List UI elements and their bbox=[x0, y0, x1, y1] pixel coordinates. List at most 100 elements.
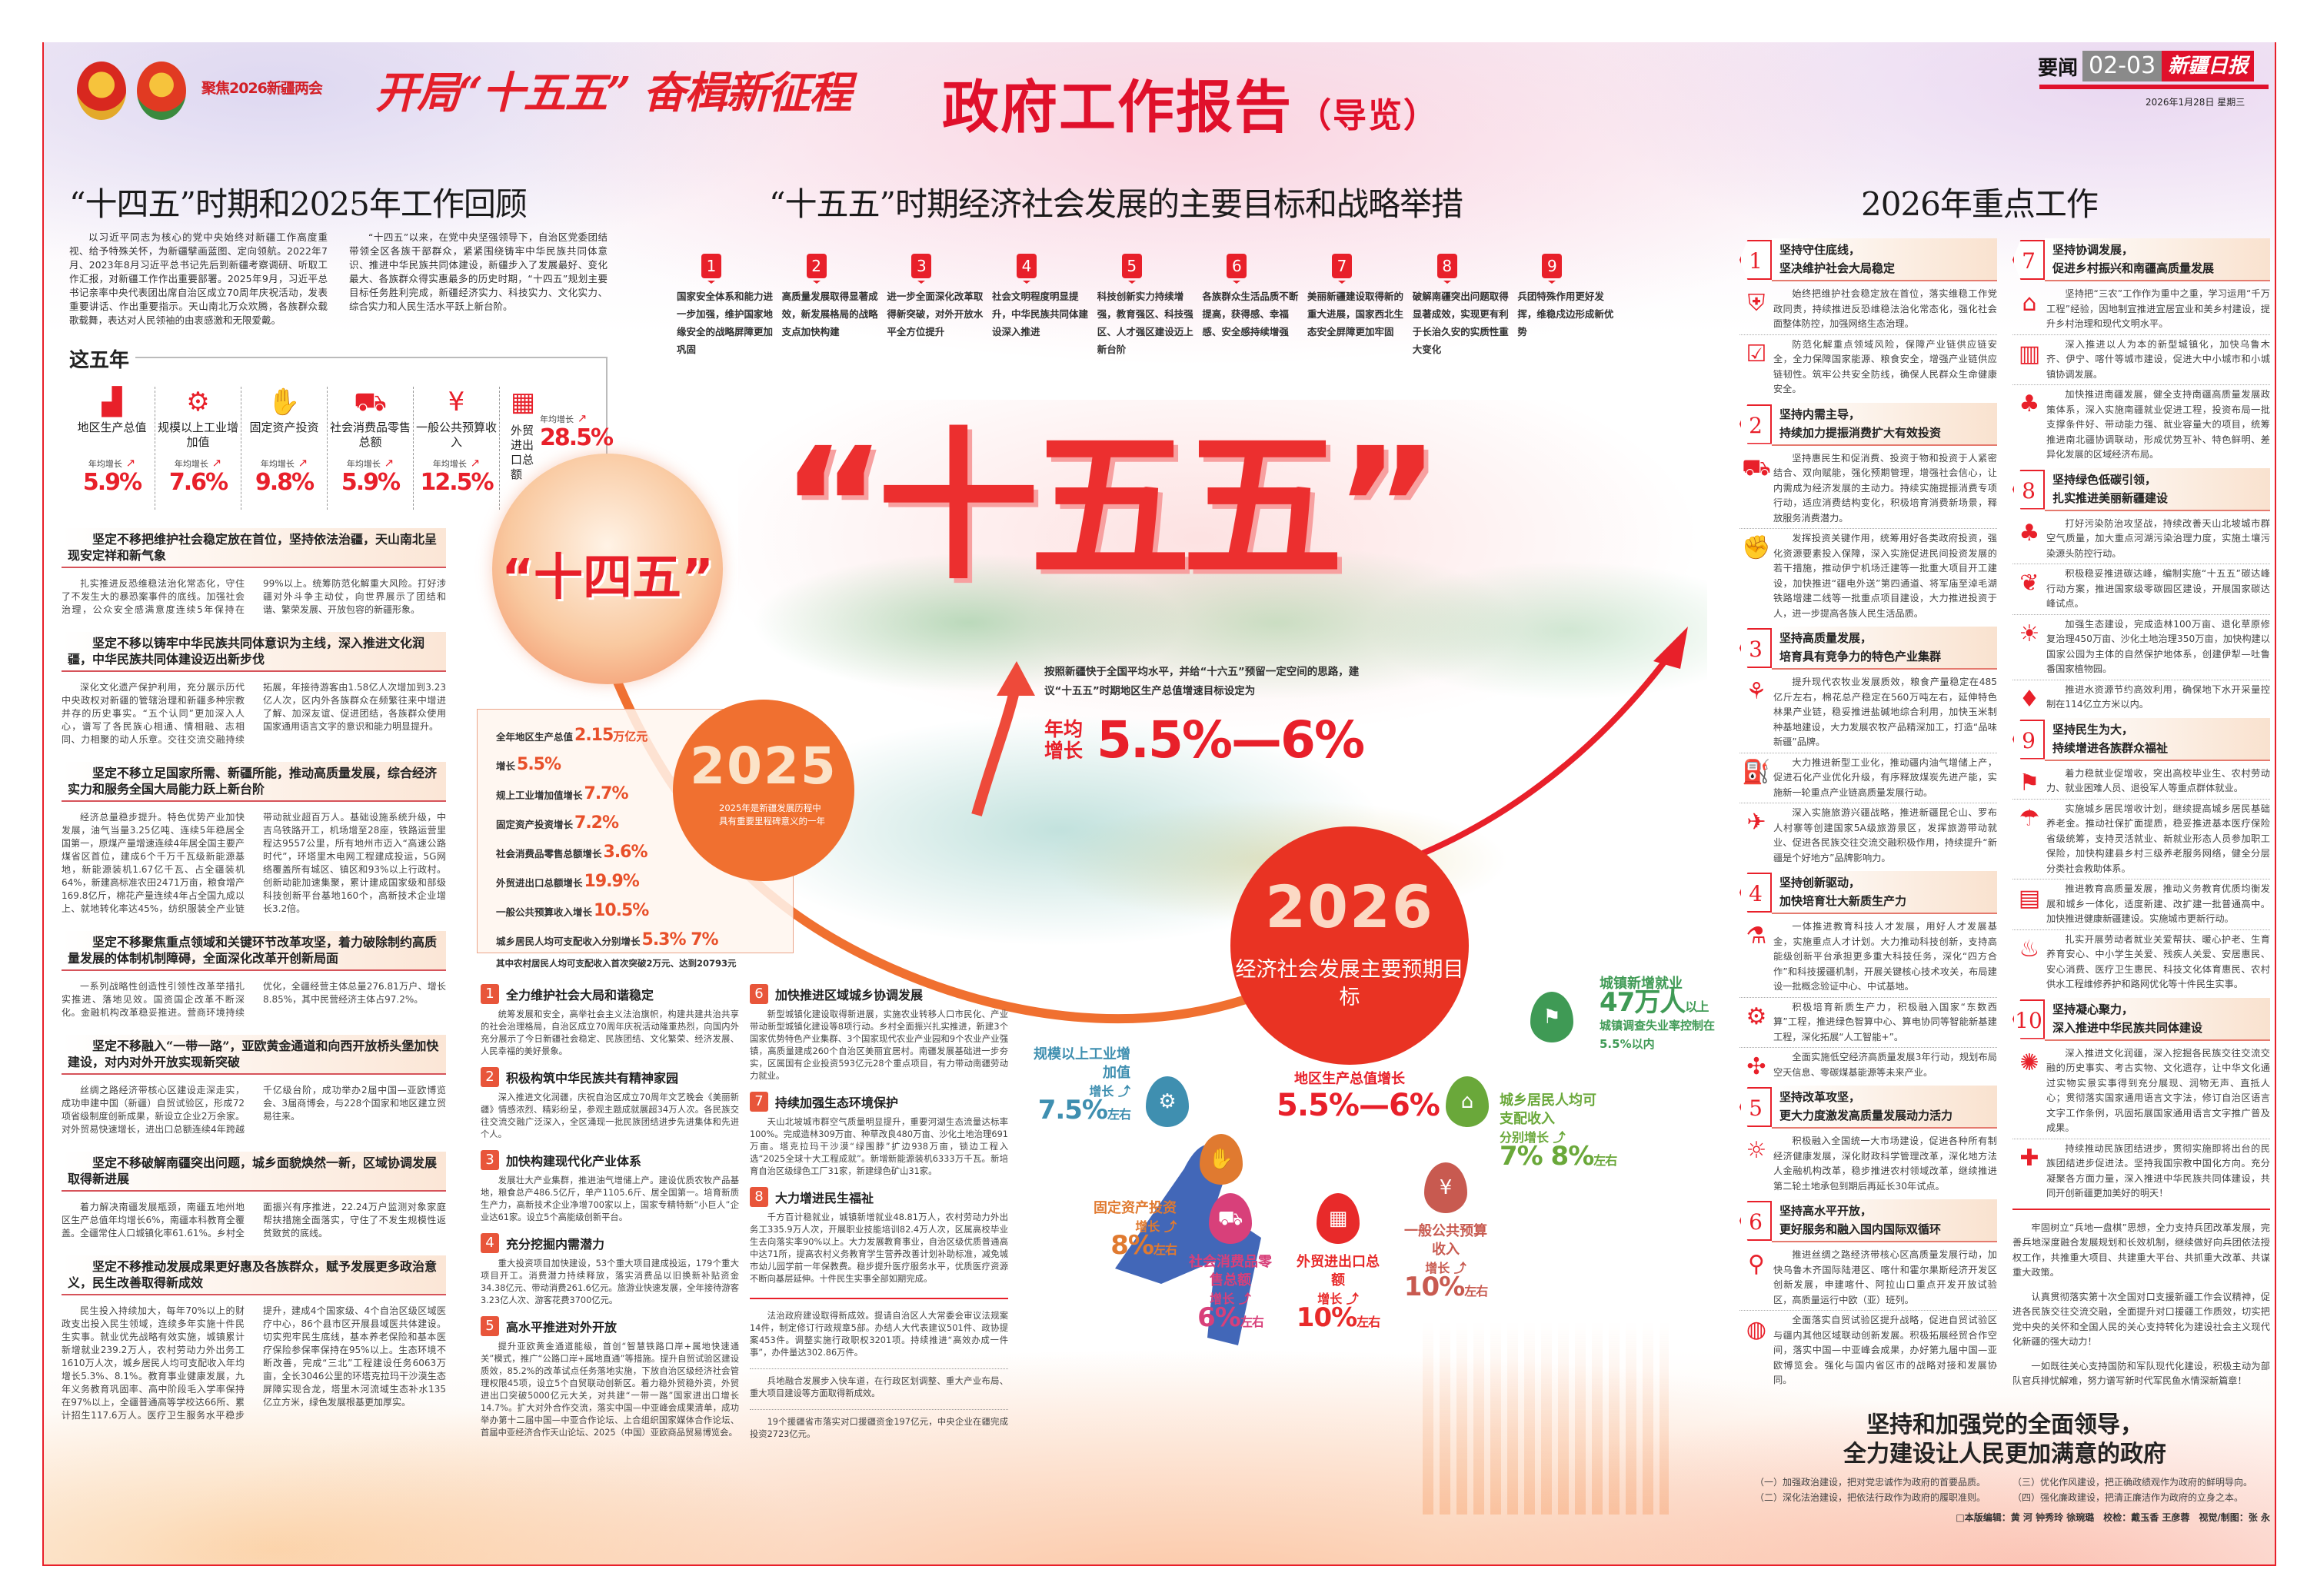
paragraph-text: 加强生态建设，完成造林100万亩、退化草原修复治理450万亩、沙化土地治理350… bbox=[2046, 618, 2270, 675]
target-item: 一般公共预算收入增长10%左右 bbox=[1400, 1222, 1492, 1301]
target-item: 外贸进出口总额增长10%左右 bbox=[1292, 1253, 1384, 1332]
stat-row: 一般公共预算收入增长10.5% bbox=[496, 897, 793, 926]
review-item: 8 大力增进民生福祉 千方百计稳就业，城镇新增就业48.81万人，农村劳动力外出务工… bbox=[750, 1187, 1008, 1285]
intro-paragraph: “十四五”以来，在党中央坚强领导下，自治区党委团结带领全区各族干部群众，紧紧围绕… bbox=[349, 231, 608, 312]
bingtuan-support-paragraph: 一如既往关心支持国防和军队现代化建设，积极主动为部队官兵排忧解难，努力谱写新时代… bbox=[2012, 1360, 2270, 1387]
value-number: 7% 8% bbox=[1500, 1141, 1594, 1172]
paragraph-text: 实施城乡居民增收计划，继续提高城乡居民基础养老金。推动社保扩面提质，稳妥推进基本… bbox=[2046, 803, 2270, 874]
trees-icon: ♣ bbox=[2019, 519, 2040, 547]
review-item-number: 1 bbox=[481, 984, 499, 1004]
paragraph-text: 推进水资源节约高效利用，确保地下水开采量控制在114亿立方米以内。 bbox=[2046, 683, 2270, 710]
left-sections: 坚定不移把维护社会稳定放在首位，坚持依法治疆，天山南北呈现安定祥和新气象 扎实推进… bbox=[62, 528, 446, 1438]
up-arrow bbox=[971, 687, 1020, 816]
value-suffix: 左右 bbox=[1357, 1315, 1380, 1329]
review-item-header: 4 充分挖掘内需潜力 bbox=[481, 1233, 739, 1253]
target-growth-label: 增长 bbox=[1077, 1218, 1177, 1236]
target-growth-label: 分别增长 bbox=[1500, 1129, 1607, 1147]
value-suffix: 左右 bbox=[1240, 1315, 1264, 1329]
paragraph-text: 坚持惠民生和促消费、投资于物和投资于人紧密结合、双向赋能，强化预期管理，增强社会… bbox=[1773, 452, 1997, 524]
title-line: 坚持民生为大， bbox=[2052, 722, 2134, 736]
target-value: 6%左右 bbox=[1184, 1305, 1277, 1332]
section-body: 民生投入持续加大，每年70%以上的财政支出投入民生领域，连续多年实施十件民生实事… bbox=[62, 1305, 446, 1421]
dancers-icon: ✺ bbox=[2019, 1049, 2039, 1076]
umbrella-family-icon: ☂ bbox=[2019, 804, 2040, 832]
stat-row: 增长5.5% bbox=[496, 751, 793, 780]
main-goals: 1 国家安全体系和能力进一步加强，维护国家地缘安全的战略屏障更加巩固 2 高质量发展取… bbox=[677, 254, 1623, 358]
key-work-header: 5 坚持改革攻坚， 更大力度激发高质量发展动力活力 bbox=[1739, 1086, 1997, 1129]
paragraph-text: 防范化解重点领域风险，保障产业链供应链安全，全力保障国家能源、粮食安全，增强产业… bbox=[1773, 338, 1997, 395]
key-work-number: 8 bbox=[2012, 469, 2045, 510]
goal-text: 科技创新实力持续增强，教育强区、科技强区、人才强区建设迈上新台阶 bbox=[1097, 291, 1193, 355]
target-name: 地区生产总值增长 bbox=[1294, 1071, 1405, 1087]
key-work-column-2: 7 坚持协调发展， 促进乡村振兴和南疆高质量发展 ⌂ 坚持把“三农”工作作为重中之重，学… bbox=[2012, 238, 2270, 1398]
target-growth-label: 增长 bbox=[1400, 1259, 1492, 1278]
divider bbox=[2012, 1208, 2270, 1210]
paragraph-text: 扎实开展劳动者就业关爱帮扶、暖心护老、生育养育安心、中小学生关爱、残疾人关爱、安… bbox=[2046, 933, 2270, 990]
key-work-header: 3 坚持高质量发展， 培育具有竞争力的特色产业集群 bbox=[1739, 627, 1997, 670]
paragraph-text: 一体推进教育科技人才发展，用好人才发展基金，实施重点人才计划。大力推动科技创新，… bbox=[1773, 921, 1997, 992]
key-work-title: 坚持高质量发展， 培育具有竞争力的特色产业集群 bbox=[1772, 627, 1997, 670]
review-item-title: 高水平推进对外开放 bbox=[506, 1320, 618, 1335]
key-work-item: 9 坚持民生为大， 持续增进各族群众福祉 ⚑ 着力稳就业促增收，突出高校毕业生、农村劳动… bbox=[2012, 717, 2270, 995]
target-growth-label: 增长 bbox=[1030, 1082, 1130, 1101]
goal-item: 1 国家安全体系和能力进一步加强，维护国家地缘安全的战略屏障更加巩固 bbox=[677, 254, 782, 358]
value-suffix: 以上 bbox=[1685, 999, 1709, 1014]
stat-growth: 年均增长28.5% bbox=[540, 407, 614, 451]
shopping-cart-icon: ⛟ bbox=[354, 387, 387, 417]
review-item-header: 6 加快推进区域城乡协调发展 bbox=[750, 984, 1008, 1004]
solar-forest-icon: ☀ bbox=[2019, 620, 2040, 647]
title-line: 坚持守住底线， bbox=[1779, 243, 1861, 257]
city-buildings-icon: ▥ bbox=[2018, 340, 2041, 367]
review-section: 坚定不移融入“一带一路”，亚欧黄金通道和向西开放桥头堡加快建设，对内对外开放实现… bbox=[62, 1035, 446, 1136]
title-line: 坚持内需主导， bbox=[1779, 407, 1861, 421]
target-value: 10%左右 bbox=[1400, 1274, 1492, 1301]
intro-paragraph: 以习近平同志为核心的党中央始终对新疆工作高度重视、给予特殊关怀，为新疆擘画蓝图、… bbox=[69, 231, 328, 326]
target-item: 地区生产总值增长 5.5%—6% bbox=[1277, 1070, 1440, 1121]
plan-growth-target: 按照新疆快于全国平均水平，并给“十六五”预留一定空间的思路，建议“十五五”时期地… bbox=[1044, 663, 1367, 770]
shopping-cart-icon: ⛟ bbox=[1742, 454, 1771, 481]
paragraph-text: 深入推进以人为本的新型城镇化，加快乌鲁木齐、伊宁、喀什等城市建设，促进大中小城市… bbox=[2046, 338, 2270, 380]
goal-item: 8 破解南疆突出问题取得显著成效，实现更有利于长治久安的实质性重大变化 bbox=[1413, 254, 1518, 358]
section-title: 坚定不移破解南疆突出问题，城乡面貌焕然一新，区域协调发展取得新进展 bbox=[62, 1152, 446, 1192]
paragraph-text: 推进教育高质量发展，推动义务教育优质均衡发展和城乡一体化，适度新建、改扩建一批普… bbox=[2046, 883, 2270, 924]
key-work-paragraph: ❦ 积极稳妥推进碳达峰，编制实施“十五五”碳达峰行动方案，推进国家级零碳园区建设，… bbox=[2012, 564, 2270, 615]
key-work-header: 2 坚持内需主导， 持续加力提振消费扩大有效投资 bbox=[1739, 402, 1997, 446]
key-work-paragraph: ✚ 持续推动民族团结进步，贯彻实施即将出台的民族团结进步促进法。坚持我国宗教中国化… bbox=[2012, 1139, 2270, 1204]
title-line: 加快培育壮大新质生产力 bbox=[1779, 894, 1907, 908]
key-work-paragraph: ⛽ 大力推进新型工业化，推动疆内油气增储上产，促进石化产业优化升级，有序释放煤炭先… bbox=[1739, 753, 1997, 803]
review-item-number: 7 bbox=[750, 1092, 768, 1112]
year-2026: 2026 bbox=[1265, 873, 1434, 941]
review-section: 坚定不移聚焦重点领域和关键环节改革攻坚，着力破除制约高质量发展的体制机制障碍，全… bbox=[62, 931, 446, 1019]
stat-value: 5.9% bbox=[341, 469, 401, 496]
intro-text: 以习近平同志为核心的党中央始终对新疆工作高度重视、给予特殊关怀，为新疆擘画蓝图、… bbox=[69, 231, 608, 328]
review-item-body: 发展壮大产业集群，推进油气增储上产。建设优质农牧产品基地，粮食总产486.5亿斤… bbox=[481, 1175, 739, 1222]
tractor-wheat-icon: ⚘ bbox=[1746, 678, 1767, 705]
middle-heading: “十五五”时期经济社会发展的主要目标和战略举措 bbox=[769, 185, 1463, 223]
goal-number: 3 bbox=[911, 254, 932, 284]
paragraph-text: 打好污染防治攻坚战，持续改善天山北坡城市群空气质量，加大重点河湖污染治理力度，实… bbox=[2046, 517, 2270, 559]
masthead: 要闻 02-03 新疆日报 bbox=[2038, 51, 2255, 81]
growth-label: 年均增长 bbox=[540, 411, 612, 425]
paragraph-text: 深入实施旅游兴疆战略，推进新疆昆仑山、罗布人村寨等创建国家5A级旅游景区，发挥旅… bbox=[1773, 807, 1997, 863]
review-item: 6 加快推进区域城乡协调发展 新型城镇化建设取得新进展，实施农业转移人口市民化、产业… bbox=[750, 984, 1008, 1082]
review-item-number: 8 bbox=[750, 1187, 768, 1207]
14th-plan-circle: “十四五” bbox=[492, 454, 723, 684]
shopping-cart-icon: ⛟ bbox=[1209, 1193, 1252, 1244]
review-item-header: 3 加快构建现代化产业体系 bbox=[481, 1150, 739, 1170]
divider bbox=[750, 1368, 1008, 1369]
goal-text: 各族群众生活品质不断提高，获得感、幸福感、安全感持续增强 bbox=[1202, 291, 1299, 337]
yen-coins-icon: ¥ bbox=[448, 387, 465, 417]
goal-item: 2 高质量发展取得显著成效，新发展格局的战略支点加快构建 bbox=[782, 254, 887, 358]
paragraph-text: 大力推进新型工业化，推动疆内油气增储上产，促进石化产业优化升级，有序释放煤炭先进… bbox=[1773, 756, 1997, 798]
right-heading: 2026年重点工作 bbox=[1861, 185, 2099, 223]
key-work-number: 10 bbox=[2012, 999, 2045, 1039]
key-work-paragraph: ☼ 积极融入全国统一大市场建设，促进各种所有制经济健康发展，深化财政科学管理改革，… bbox=[1739, 1132, 1997, 1196]
review-item-header: 8 大力增进民生福祉 bbox=[750, 1187, 1008, 1207]
stat-note: 其中农村居民人均可支配收入首次突破2万元、达到20793元 bbox=[496, 958, 737, 969]
chip-gear-icon: ⚙ bbox=[1746, 1002, 1767, 1030]
stat-value: 3.6% bbox=[603, 843, 648, 862]
review-item-title: 全力维护社会大局和谐稳定 bbox=[506, 988, 654, 1002]
stat-label: 固定资产投资增长 bbox=[496, 819, 574, 830]
goal-number: 6 bbox=[1227, 254, 1247, 284]
key-work-column-1: 1 坚持守住底线， 坚决维护社会大局稳定 ⛨ 始终把维护社会稳定放在首位，落实维稳工作党… bbox=[1739, 238, 1997, 1394]
